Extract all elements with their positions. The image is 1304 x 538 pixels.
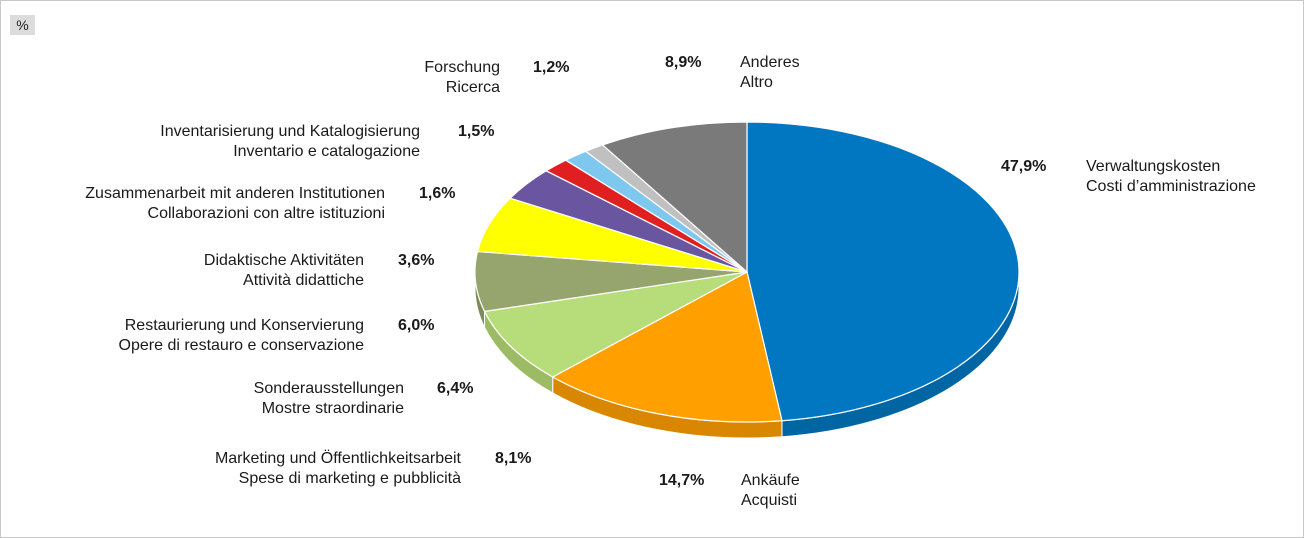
- slice-label-de: Anderes: [740, 54, 800, 71]
- slice-label-didaktische-aktivitaten: Didaktische Aktivitäten Attività didattic…: [204, 252, 364, 289]
- pie-slice-marketing-und-offentlichkeitsarbeit: [483, 271, 748, 378]
- slice-percent-anderes: 8,9%: [665, 54, 701, 71]
- slice-label-it: Attività didattiche: [243, 272, 364, 289]
- slice-label-de: Sonderausstellungen: [254, 380, 404, 397]
- unit-label: %: [10, 15, 35, 35]
- slice-label-anderes: Anderes Altro: [740, 54, 800, 91]
- slice-label-de: Forschung: [424, 59, 500, 76]
- slice-label-it: Altro: [740, 74, 773, 91]
- slice-label-it: Opere di restauro e conservazione: [119, 337, 365, 354]
- slice-label-ankaufe: Ankäufe Acquisti: [741, 472, 800, 509]
- slice-label-it: Inventario e catalogazione: [233, 143, 420, 160]
- slice-percent-restaurierung-und-konservierung: 6,0%: [398, 317, 434, 334]
- slice-labels: Verwaltungskosten Costi d’amministrazione…: [85, 54, 1256, 509]
- pie-slice-ankaufe: [552, 271, 783, 423]
- pie-slice-anderes: [601, 121, 748, 273]
- slice-label-inventarisierung-und-katalogisierung: Inventarisierung und Katalogisierung Inve…: [160, 123, 420, 160]
- slice-percent-didaktische-aktivitaten: 3,6%: [398, 252, 434, 269]
- slice-label-it: Mostre straordinarie: [262, 400, 404, 417]
- pie-slices: [474, 121, 1020, 423]
- slice-label-de: Didaktische Aktivitäten: [204, 252, 364, 269]
- slice-label-restaurierung-und-konservierung: Restaurierung und Konservierung Opere di …: [119, 317, 365, 354]
- slice-percent-verwaltungskosten: 47,9%: [1001, 158, 1046, 175]
- slice-label-it: Collaborazioni con altre istituzioni: [148, 205, 385, 222]
- slice-percent-ankaufe: 14,7%: [659, 472, 704, 489]
- slice-label-de: Ankäufe: [741, 472, 800, 489]
- slice-percent-marketing-und-offentlichkeitsarbeit: 8,1%: [495, 450, 531, 467]
- slice-label-de: Verwaltungskosten: [1086, 158, 1220, 175]
- slice-label-zusammenarbeit-mit-anderen-institutionen: Zusammenarbeit mit anderen Institutionen…: [85, 185, 385, 222]
- slice-label-de: Zusammenarbeit mit anderen Institutionen: [85, 185, 385, 202]
- slice-label-forschung: Forschung Ricerca: [424, 59, 500, 96]
- slice-percent-sonderausstellungen: 6,4%: [437, 380, 473, 397]
- slice-label-de: Restaurierung und Konservierung: [125, 317, 364, 334]
- slice-label-de: Marketing und Öffentlichkeitsarbeit: [215, 449, 462, 467]
- slice-label-it: Ricerca: [446, 79, 500, 96]
- slice-percent-forschung: 1,2%: [533, 59, 569, 76]
- slice-label-sonderausstellungen: Sonderausstellungen Mostre straordinarie: [254, 380, 404, 417]
- slice-label-it: Spese di marketing e pubblicità: [239, 470, 461, 487]
- slice-label-verwaltungskosten: Verwaltungskosten Costi d’amministrazione: [1086, 158, 1256, 195]
- pie-slice-verwaltungskosten: [746, 121, 1020, 422]
- slice-label-it: Acquisti: [741, 492, 797, 509]
- slice-label-marketing-und-offentlichkeitsarbeit: Marketing und Öffentlichkeitsarbeit Spese…: [215, 449, 462, 487]
- slice-label-it: Costi d’amministrazione: [1086, 178, 1256, 195]
- slice-percent-zusammenarbeit-mit-anderen-institutionen: 1,6%: [419, 185, 455, 202]
- slice-percent-inventarisierung-und-katalogisierung: 1,5%: [458, 123, 494, 140]
- slice-label-de: Inventarisierung und Katalogisierung: [160, 123, 420, 140]
